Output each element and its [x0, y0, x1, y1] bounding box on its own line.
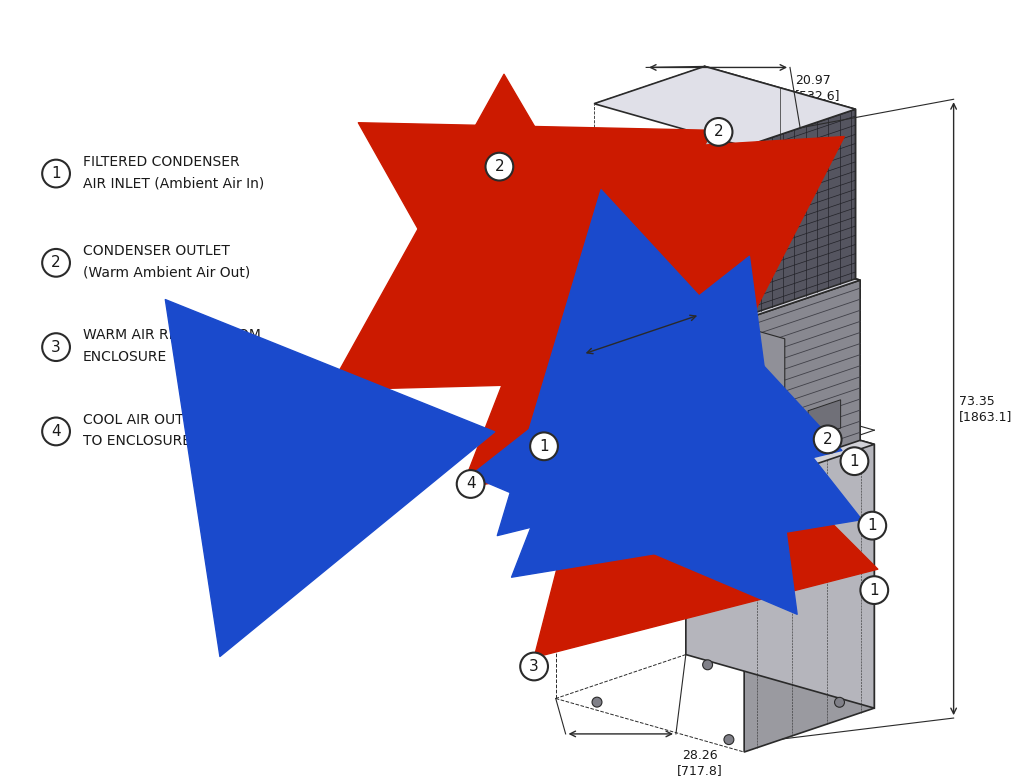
Text: FILTERED CONDENSER: FILTERED CONDENSER: [83, 155, 240, 168]
Circle shape: [520, 652, 548, 680]
Circle shape: [42, 160, 70, 187]
Text: 20.97
[532.6]: 20.97 [532.6]: [795, 74, 841, 103]
Text: 2: 2: [823, 432, 833, 447]
Text: 1: 1: [51, 166, 60, 181]
Text: (Warm Ambient Air Out): (Warm Ambient Air Out): [83, 265, 250, 280]
Text: 73.35
[1863.1]: 73.35 [1863.1]: [958, 395, 1012, 423]
Text: ENCLOSURE: ENCLOSURE: [83, 350, 167, 364]
Polygon shape: [744, 109, 855, 316]
Circle shape: [841, 447, 868, 475]
Text: 3: 3: [51, 340, 61, 355]
Circle shape: [705, 118, 732, 146]
Text: 3: 3: [529, 659, 539, 674]
Text: 2: 2: [714, 124, 723, 139]
Text: COOL AIR OUTLET: COOL AIR OUTLET: [83, 413, 209, 427]
Circle shape: [814, 425, 842, 453]
Polygon shape: [744, 444, 874, 752]
Text: 28.01
[711.5]: 28.01 [711.5]: [625, 320, 671, 348]
Text: 4: 4: [466, 477, 475, 492]
Circle shape: [42, 249, 70, 276]
Polygon shape: [808, 400, 841, 439]
Text: 1: 1: [867, 518, 878, 533]
Circle shape: [860, 576, 888, 604]
Polygon shape: [594, 67, 855, 146]
Text: TO ENCLOSURE: TO ENCLOSURE: [83, 435, 190, 449]
Polygon shape: [686, 391, 874, 708]
Text: 1: 1: [869, 583, 879, 597]
Text: 4: 4: [51, 424, 60, 439]
Circle shape: [530, 432, 558, 460]
Circle shape: [42, 417, 70, 446]
Polygon shape: [728, 323, 784, 395]
Text: 1: 1: [540, 438, 549, 454]
Polygon shape: [556, 391, 874, 489]
Text: WARM AIR RETURN FROM: WARM AIR RETURN FROM: [83, 328, 261, 342]
Circle shape: [485, 153, 513, 181]
Polygon shape: [700, 235, 860, 440]
Circle shape: [702, 660, 713, 669]
Text: CONDENSER OUTLET: CONDENSER OUTLET: [83, 244, 229, 258]
Text: 1: 1: [850, 453, 859, 469]
Polygon shape: [705, 67, 855, 279]
Circle shape: [457, 470, 484, 498]
Circle shape: [592, 697, 602, 707]
Circle shape: [835, 698, 845, 707]
Polygon shape: [583, 235, 860, 319]
Text: 28.26
[717.8]: 28.26 [717.8]: [677, 749, 723, 777]
Circle shape: [724, 734, 734, 745]
Polygon shape: [743, 280, 860, 480]
Circle shape: [858, 512, 886, 539]
Text: AIR INLET (Ambient Air In): AIR INLET (Ambient Air In): [83, 176, 264, 190]
Text: 2: 2: [495, 159, 504, 174]
Circle shape: [42, 334, 70, 361]
Text: 2: 2: [51, 255, 60, 270]
